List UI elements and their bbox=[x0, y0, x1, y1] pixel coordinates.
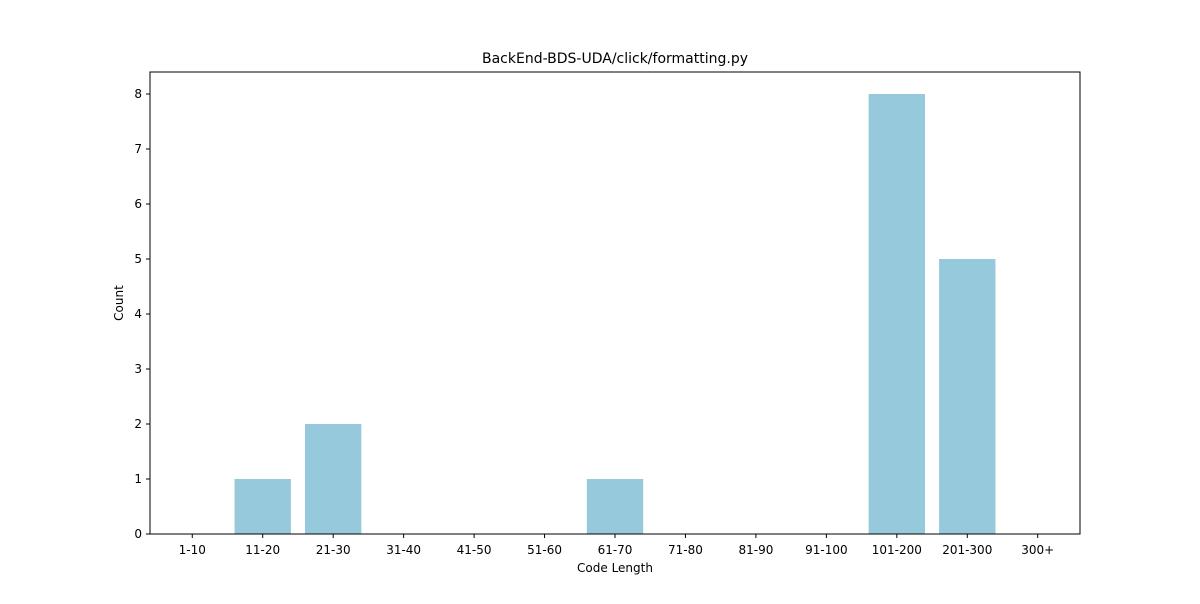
y-tick-label: 5 bbox=[134, 252, 142, 266]
x-tick-label: 61-70 bbox=[598, 543, 633, 557]
y-axis-ticks: 0 1 2 3 4 5 6 7 8 bbox=[134, 87, 150, 541]
x-tick-label: 11-20 bbox=[245, 543, 280, 557]
y-tick-label: 6 bbox=[134, 197, 142, 211]
x-tick-label: 51-60 bbox=[527, 543, 562, 557]
bar-201-300 bbox=[939, 259, 996, 534]
x-tick-label: 101-200 bbox=[872, 543, 922, 557]
bar-21-30 bbox=[305, 424, 362, 534]
y-tick-label: 0 bbox=[134, 527, 142, 541]
y-tick-label: 2 bbox=[134, 417, 142, 431]
y-tick-label: 4 bbox=[134, 307, 142, 321]
x-tick-label: 31-40 bbox=[386, 543, 421, 557]
x-axis-label: Code Length bbox=[577, 561, 653, 575]
x-tick-label: 91-100 bbox=[805, 543, 848, 557]
chart-title: BackEnd-BDS-UDA/click/formatting.py bbox=[482, 51, 748, 67]
y-tick-label: 1 bbox=[134, 472, 142, 486]
x-tick-label: 21-30 bbox=[316, 543, 351, 557]
x-axis-ticks: 1-10 11-20 21-30 31-40 41-50 51-60 61-70 71-80 8… bbox=[179, 534, 1054, 557]
x-tick-label: 300+ bbox=[1021, 543, 1054, 557]
x-tick-label: 201-300 bbox=[942, 543, 992, 557]
bars-layer bbox=[234, 94, 996, 534]
y-tick-label: 3 bbox=[134, 362, 142, 376]
x-tick-label: 71-80 bbox=[668, 543, 703, 557]
y-axis-label: Count bbox=[112, 285, 126, 321]
x-tick-label: 1-10 bbox=[179, 543, 206, 557]
bar-11-20 bbox=[234, 479, 291, 534]
x-tick-label: 81-90 bbox=[738, 543, 773, 557]
bar-61-70 bbox=[586, 479, 644, 534]
y-tick-label: 8 bbox=[134, 87, 142, 101]
bar-101-200 bbox=[868, 94, 925, 534]
y-tick-label: 7 bbox=[134, 142, 142, 156]
x-tick-label: 41-50 bbox=[457, 543, 492, 557]
